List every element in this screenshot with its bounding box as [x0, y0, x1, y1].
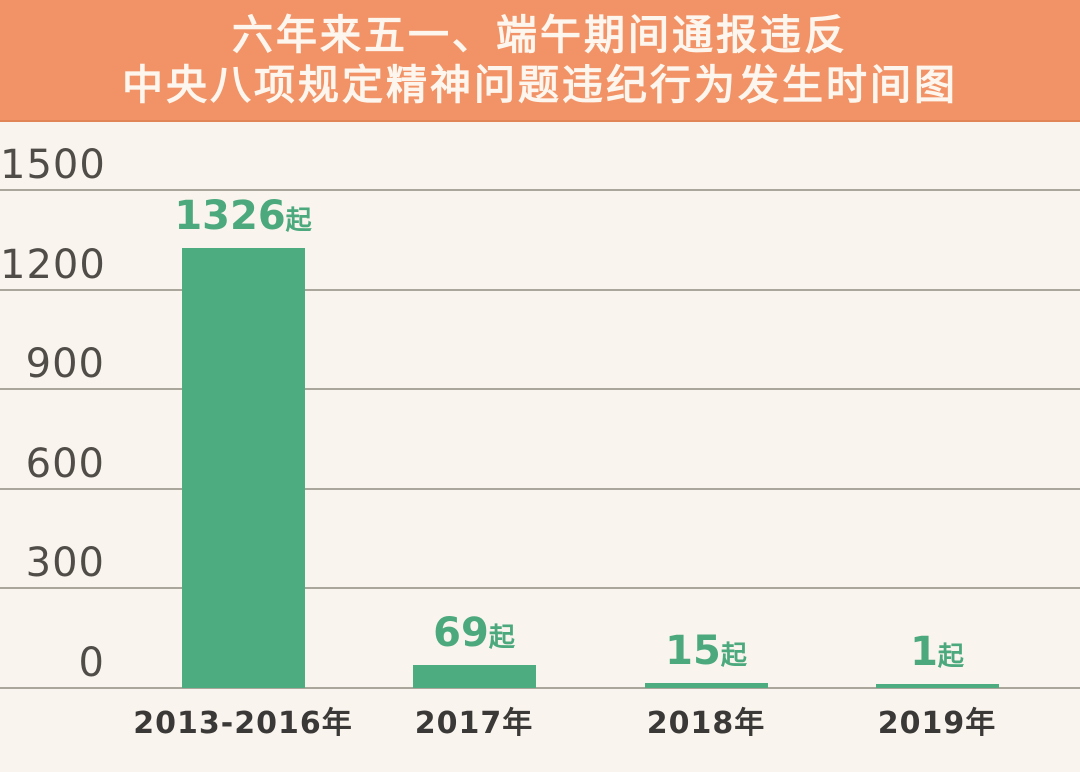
bar-2018年	[644, 683, 768, 688]
bar-value-label-2018年: 15起	[586, 629, 826, 673]
bar-value-unit: 起	[285, 205, 312, 236]
chart-header: 六年来五一、端午期间通报违反 中央八项规定精神问题违纪行为发生时间图	[0, 0, 1080, 122]
y-tick-label-300: 300	[25, 540, 105, 587]
gridline-1500	[0, 189, 1080, 191]
y-tick-label-900: 900	[25, 341, 105, 388]
bar-value-label-2019年: 1起	[817, 630, 1057, 674]
bar-value-number: 15	[665, 628, 721, 675]
x-category-label-2018年: 2018年	[646, 706, 766, 741]
gridline-600	[0, 487, 1080, 490]
bar-2013-2016年	[181, 247, 305, 688]
bar-value-unit: 起	[720, 641, 747, 672]
gridline-1200	[0, 288, 1080, 291]
x-category-label-2019年: 2019年	[877, 706, 997, 741]
y-tick-label-1200: 1200	[0, 241, 106, 288]
bar-value-unit: 起	[488, 623, 515, 654]
gridline-300	[0, 587, 1080, 590]
bar-chart: 0 300 600 900 1200 1500 1326起 2013-2016年 69起 2017…	[0, 122, 1080, 772]
y-tick-label-600: 600	[25, 440, 105, 487]
bar-2019年	[875, 684, 999, 688]
y-tick-label-1500: 1500	[0, 142, 106, 188]
gridline-0	[0, 687, 1080, 689]
bar-value-label-2013-2016年: 1326起	[123, 194, 363, 238]
bar-value-unit: 起	[937, 642, 964, 672]
chart-title-line-1: 六年来五一、端午期间通报违反	[232, 11, 848, 59]
bar-2017年	[412, 665, 536, 688]
y-tick-label-0: 0	[78, 640, 105, 686]
bar-value-number: 1	[910, 629, 938, 675]
gridline-900	[0, 388, 1080, 391]
bar-value-number: 1326	[174, 192, 286, 239]
x-category-label-2013-2016年: 2013-2016年	[133, 706, 353, 741]
bar-value-label-2017年: 69起	[354, 611, 594, 655]
x-category-label-2017年: 2017年	[414, 706, 534, 741]
bar-value-number: 69	[433, 610, 489, 657]
chart-title-line-2: 中央八项规定精神问题违纪行为发生时间图	[122, 61, 958, 109]
